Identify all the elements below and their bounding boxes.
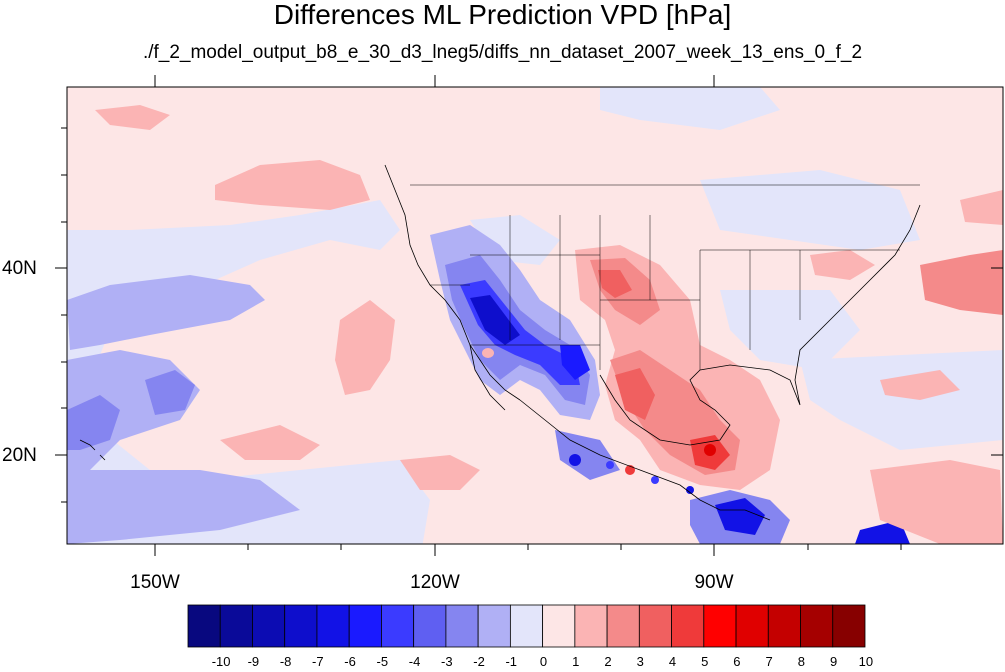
atlantic-warm-3: [880, 370, 960, 400]
lat-label-20n: 20N: [2, 445, 37, 466]
colorbar-swatch: [606, 604, 640, 648]
southwest-core: [470, 295, 520, 345]
baja-coast-line: [469, 344, 506, 411]
colorbar-swatch: [445, 604, 479, 648]
colorbar-swatch: [348, 604, 382, 648]
colorbar-swatch: [703, 604, 737, 648]
mexico-dot-4: [651, 476, 659, 484]
colorbar-swatch: [832, 604, 866, 648]
state-boundaries: [430, 215, 900, 370]
colorbar-swatch: [316, 604, 350, 648]
colorbar-label: -1: [505, 654, 518, 669]
colorbar-label: -3: [441, 654, 453, 669]
caribbean-warm: [870, 460, 1003, 544]
pacific-warm-1: [215, 160, 370, 210]
mexico-patch-1: [555, 430, 620, 480]
pacific-warm-2: [335, 300, 395, 395]
gulf-atlantic-coast: [599, 204, 921, 446]
pacific-blue-5: [67, 470, 300, 544]
colorbar-label: 2: [604, 654, 612, 669]
colorbar-label: 1: [572, 654, 580, 669]
central-america-core: [715, 498, 765, 535]
colorbar-label: 3: [636, 654, 644, 669]
colorbar-label: 10: [858, 654, 874, 669]
colorbar-swatch: [252, 604, 286, 648]
colorbar-label: -4: [408, 654, 421, 669]
mexico-dot-1: [569, 454, 581, 466]
pacific-blue-3: [67, 395, 120, 450]
mexico-dot-5: [686, 486, 694, 494]
colorbar-swatch: [381, 604, 415, 648]
colorbar-label: 4: [668, 654, 677, 669]
difference-field: [67, 87, 1003, 544]
lat-label-40n: 40N: [2, 258, 37, 279]
atlantic-warm-1: [920, 250, 1003, 315]
colorbar-swatch: [767, 604, 801, 648]
west-coast-line: [384, 164, 521, 401]
north-light-blue: [600, 87, 780, 130]
lon-label-150w: 150W: [130, 572, 180, 593]
baja-warm-spot: [482, 348, 494, 358]
colorbar-swatch: [638, 604, 672, 648]
colorbar-label: -7: [312, 654, 324, 669]
mexico-pacific-coast: [519, 399, 771, 521]
colorbar-label: 9: [830, 654, 838, 669]
alaska-warm: [95, 105, 170, 130]
canada-light-blue: [700, 170, 920, 250]
pacific-blue-1: [67, 275, 265, 350]
hawaii-islands: [79, 439, 106, 461]
texas-warm-core: [615, 368, 655, 420]
atlantic-light-blue: [800, 350, 1003, 450]
colorbar-swatch: [800, 604, 834, 648]
colorbar-label: -5: [376, 654, 389, 669]
southeast-light-blue: [720, 290, 860, 370]
colorbar-swatch: [542, 604, 576, 648]
plains-warm-3: [598, 270, 632, 298]
pacific-blue-4: [145, 370, 195, 415]
colorbar-label: 0: [539, 654, 548, 669]
map-title: Differences ML Prediction VPD [hPa]: [273, 0, 732, 30]
coastlines: [79, 164, 921, 521]
colorbar-label: -9: [247, 654, 260, 669]
pacific-warm-3: [220, 425, 320, 460]
yucatan-hot-spot: [704, 444, 716, 456]
colorbar-label: 8: [797, 654, 805, 669]
pacific-warm-4: [400, 455, 480, 490]
colorbar-label: -2: [473, 654, 485, 669]
colorbar-label: 7: [765, 654, 773, 669]
colorbar-label: -10: [211, 654, 231, 669]
colorbar-swatch: [284, 604, 318, 648]
colorbar-label: 6: [733, 654, 741, 669]
colorbar-swatch: [413, 604, 447, 648]
colorbar-label: -6: [344, 654, 356, 669]
colorbar-swatch: [219, 604, 253, 648]
atlantic-warm-2: [810, 250, 875, 280]
colorbar-swatch: [509, 604, 544, 648]
colorbar-label: 5: [701, 654, 709, 669]
map-subtitle: ./f_2_model_output_b8_e_30_d3_lneg5/diff…: [142, 42, 863, 63]
minor-ticks: [61, 127, 902, 550]
axis-ticks: [55, 75, 1003, 556]
mexico-dot-2: [606, 461, 614, 469]
colorbar-swatch: [187, 604, 221, 648]
lon-label-120w: 120W: [410, 572, 460, 593]
colorbar-swatch: [735, 604, 769, 648]
colorbar: [187, 604, 866, 648]
mexico-core: [560, 345, 590, 380]
colorbar-swatch: [477, 604, 511, 648]
atlantic-warm-4: [960, 190, 1003, 225]
lon-label-90w: 90W: [694, 572, 734, 593]
colorbar-label: -8: [279, 654, 292, 669]
colorbar-swatch: [574, 604, 608, 648]
colorbar-swatch: [671, 604, 705, 648]
